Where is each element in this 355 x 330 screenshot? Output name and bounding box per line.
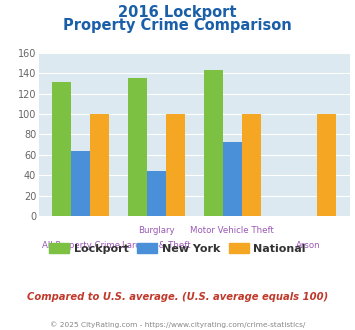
- Bar: [147, 171, 166, 216]
- Bar: [90, 114, 109, 216]
- Text: Compared to U.S. average. (U.S. average equals 100): Compared to U.S. average. (U.S. average …: [27, 292, 328, 302]
- Bar: [166, 114, 185, 216]
- Bar: [223, 142, 242, 216]
- Text: Motor Vehicle Theft: Motor Vehicle Theft: [190, 226, 274, 235]
- Text: 2016 Lockport: 2016 Lockport: [118, 5, 237, 20]
- Text: Burglary: Burglary: [138, 226, 175, 235]
- Legend: Lockport, New York, National: Lockport, New York, National: [45, 239, 310, 258]
- Bar: [71, 151, 90, 216]
- Text: All Property Crime: All Property Crime: [42, 241, 120, 250]
- Text: Arson: Arson: [296, 241, 320, 250]
- Bar: [242, 114, 261, 216]
- Bar: [128, 78, 147, 216]
- Bar: [204, 70, 223, 216]
- Text: © 2025 CityRating.com - https://www.cityrating.com/crime-statistics/: © 2025 CityRating.com - https://www.city…: [50, 322, 305, 328]
- Bar: [317, 114, 337, 216]
- Bar: [52, 82, 71, 216]
- Text: Property Crime Comparison: Property Crime Comparison: [63, 18, 292, 33]
- Text: Larceny & Theft: Larceny & Theft: [122, 241, 191, 250]
